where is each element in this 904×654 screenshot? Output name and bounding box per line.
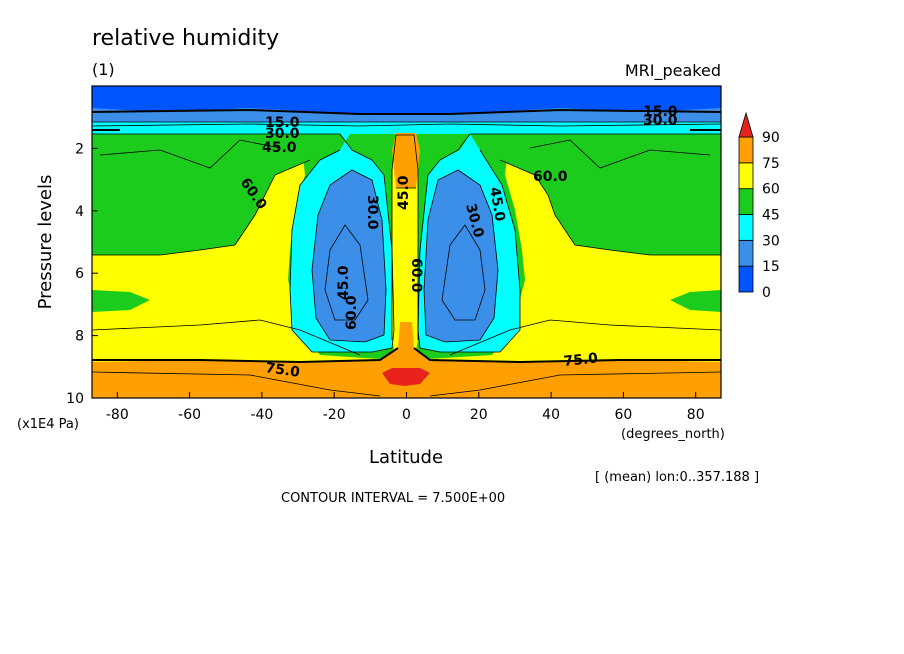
band-90-plus-surface bbox=[382, 368, 430, 386]
contour-lines bbox=[92, 121, 721, 397]
contour-label: 45.0 bbox=[336, 265, 352, 300]
contour-label: 60.0 bbox=[408, 258, 424, 293]
colorbar-label: 75 bbox=[762, 156, 780, 172]
colorbar-swatch bbox=[738, 136, 754, 164]
x-tick-label: -40 bbox=[250, 407, 273, 423]
x-tick-label: 80 bbox=[687, 407, 705, 423]
band-45-60-pocket-north bbox=[670, 290, 721, 312]
x-tick-label: -80 bbox=[106, 407, 129, 423]
colorbar-label: 45 bbox=[762, 208, 780, 224]
x-axis: -80 -60 -40 -20 0 20 40 60 80 Latitude (degrees_… bbox=[106, 392, 725, 468]
band-75-90-boundary-layer bbox=[92, 322, 721, 398]
colorbar-label: 0 bbox=[762, 285, 771, 301]
contour-label: 30.0 bbox=[643, 113, 678, 129]
contour-label: 75.0 bbox=[563, 350, 599, 370]
x-axis-units: (degrees_north) bbox=[621, 427, 725, 442]
x-tick-label: -20 bbox=[323, 407, 346, 423]
y-ticks: 2 4 6 8 10 bbox=[66, 141, 98, 407]
y-axis-units: (x1E4 Pa) bbox=[17, 417, 79, 432]
x-tick-label: -60 bbox=[178, 407, 201, 423]
colorbar-swatch bbox=[738, 214, 754, 241]
band-75-90-upper-equator bbox=[392, 133, 420, 188]
band-45-60-pocket-south bbox=[92, 290, 150, 312]
contour-label: 45.0 bbox=[486, 186, 508, 223]
colorbar-legend: 0 15 30 45 60 75 90 bbox=[738, 111, 780, 301]
contour-label: 15.0 bbox=[265, 115, 300, 131]
y-tick-label: 8 bbox=[75, 329, 84, 345]
x-tick-label: 20 bbox=[470, 407, 488, 423]
contour-label: 45.0 bbox=[262, 140, 297, 156]
x-ticks: -80 -60 -40 -20 0 20 40 60 80 bbox=[106, 392, 705, 423]
contour-label: 45.0 bbox=[396, 175, 412, 210]
contour-label: 60.0 bbox=[344, 295, 360, 330]
colorbar-swatch bbox=[738, 188, 754, 215]
panel-label: (1) bbox=[92, 60, 115, 79]
y-axis: 2 4 6 8 10 Pressure levels (x1E4 Pa) bbox=[17, 141, 98, 432]
colorbar-arrow bbox=[738, 111, 754, 138]
x-tick-label: 40 bbox=[542, 407, 560, 423]
contour-plot bbox=[92, 86, 721, 398]
contour-interval: CONTOUR INTERVAL = 7.500E+00 bbox=[281, 491, 505, 506]
contour-label: 75.0 bbox=[264, 360, 301, 381]
contour-label: 30.0 bbox=[364, 195, 380, 230]
colorbar-swatch bbox=[738, 265, 754, 293]
colorbar-label: 60 bbox=[762, 182, 780, 198]
chart-title: relative humidity bbox=[92, 26, 279, 51]
band-0-15-upper bbox=[92, 86, 721, 114]
y-tick-label: 6 bbox=[75, 266, 84, 282]
colorbar-label: 15 bbox=[762, 259, 780, 275]
colorbar-swatch bbox=[738, 239, 754, 267]
mean-note: [ (mean) lon:0..357.188 ] bbox=[595, 470, 759, 485]
colorbar-swatch bbox=[738, 162, 754, 190]
contour-labels: 15.0 30.0 45.0 60.0 75.0 30.0 45.0 60.0 … bbox=[237, 104, 678, 381]
band-60-75-equatorial-column bbox=[392, 135, 418, 360]
y-tick-label: 10 bbox=[66, 391, 84, 407]
y-tick-label: 4 bbox=[75, 204, 84, 220]
y-tick-label: 2 bbox=[75, 141, 84, 157]
contour-lines-major bbox=[92, 108, 721, 364]
x-tick-label: 60 bbox=[614, 407, 632, 423]
colorbar-label: 90 bbox=[762, 130, 780, 146]
contour-label: 15.0 bbox=[643, 104, 678, 120]
contour-label: 60.0 bbox=[533, 169, 568, 185]
x-axis-label: Latitude bbox=[369, 447, 443, 468]
x-tick-label: 0 bbox=[402, 407, 411, 423]
y-axis-label: Pressure levels bbox=[35, 175, 56, 310]
model-name: MRI_peaked bbox=[625, 61, 721, 81]
colorbar-label: 30 bbox=[762, 233, 780, 249]
contour-label: 30.0 bbox=[265, 126, 300, 142]
